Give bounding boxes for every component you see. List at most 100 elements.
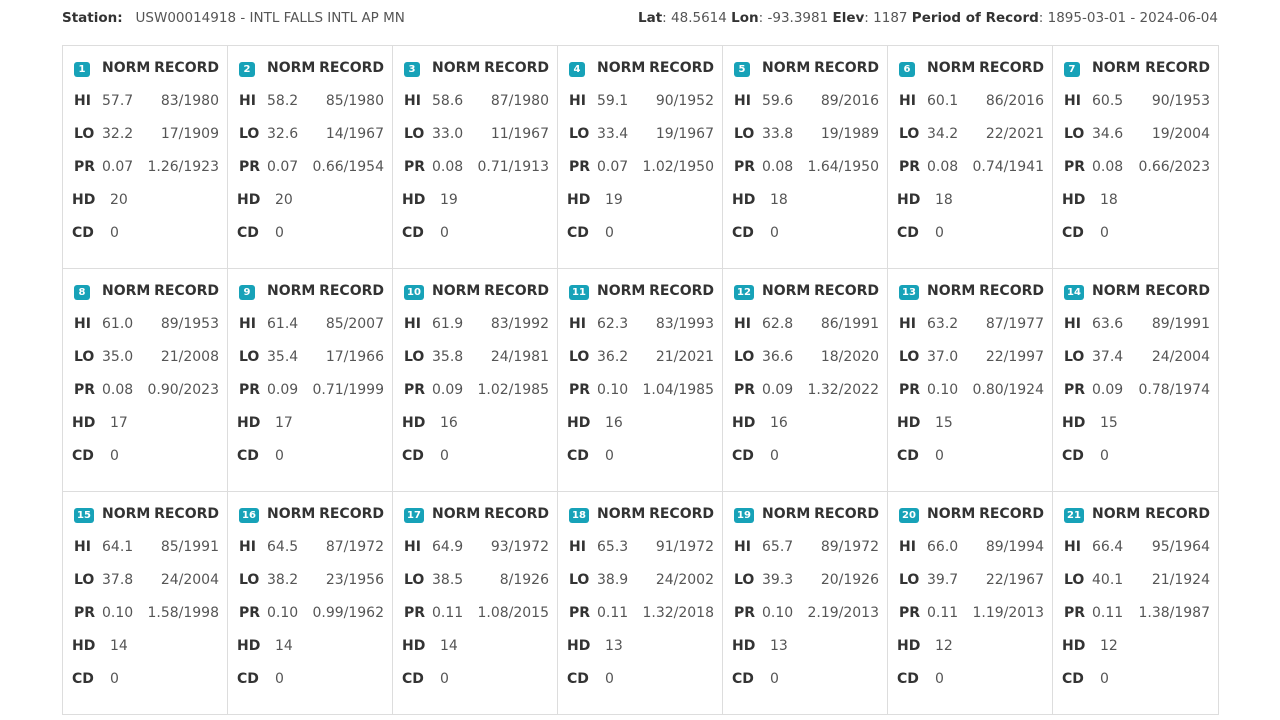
lon-label: Lon (731, 10, 759, 26)
day-cell: 20 NORM RECORD HI 66.0 89/1994 LO 39.7 22/1967 PR… (888, 492, 1053, 715)
norm-header: NORM (762, 60, 811, 76)
record-header: RECORD (649, 283, 714, 299)
norm-header: NORM (1092, 506, 1141, 522)
lo-label: LO (74, 349, 95, 365)
hi-norm: 60.1 (927, 93, 959, 109)
lo-norm: 32.6 (267, 126, 299, 142)
cd-label: CD (1062, 671, 1084, 687)
hd-label: HD (567, 638, 591, 654)
cd-norm: 0 (110, 225, 119, 241)
pr-row: PR 0.10 1.04/1985 (569, 374, 714, 407)
day-number-badge: 15 (74, 508, 94, 523)
hi-label: HI (899, 316, 916, 332)
pr-row: PR 0.08 1.64/1950 (734, 151, 879, 184)
record-header: RECORD (979, 506, 1044, 522)
lo-record: 18/2020 (820, 349, 879, 365)
hi-row: HI 62.8 86/1991 (734, 308, 879, 341)
lo-norm: 37.4 (1092, 349, 1124, 365)
hi-row: HI 63.2 87/1977 (899, 308, 1044, 341)
day-cell: 15 NORM RECORD HI 64.1 85/1991 LO 37.8 24/2004 PR… (63, 492, 228, 715)
pr-label: PR (404, 605, 426, 621)
hi-label: HI (569, 316, 586, 332)
hi-label: HI (74, 539, 91, 555)
cd-row: CD 0 (567, 440, 714, 473)
lo-row: LO 38.5 8/1926 (404, 564, 549, 597)
hi-record: 89/1991 (1151, 316, 1210, 332)
record-header: RECORD (484, 60, 549, 76)
hi-row: HI 59.6 89/2016 (734, 85, 879, 118)
lat-value: 48.5614 (671, 10, 727, 26)
day-number-badge: 13 (899, 285, 919, 300)
cd-norm: 0 (935, 225, 944, 241)
station-info: Station: USW00014918 - INTL FALLS INTL A… (62, 0, 405, 36)
hd-norm: 16 (605, 415, 623, 431)
daily-normals-grid: 1 NORM RECORD HI 57.7 83/1980 LO 32.2 17/1909 PR 0… (62, 45, 1219, 715)
hd-label: HD (897, 192, 921, 208)
cd-row: CD 0 (732, 663, 879, 696)
week-row: 8 NORM RECORD HI 61.0 89/1953 LO 35.0 21/2008 PR 0… (63, 269, 1219, 492)
norm-header: NORM (102, 506, 151, 522)
lo-norm: 38.5 (432, 572, 464, 588)
pr-norm: 0.07 (597, 159, 629, 175)
lo-norm: 33.0 (432, 126, 464, 142)
hd-row: HD 13 (567, 630, 714, 663)
hi-record: 89/2016 (820, 93, 879, 109)
record-header: RECORD (814, 283, 879, 299)
pr-norm: 0.08 (432, 159, 464, 175)
record-header: RECORD (319, 283, 384, 299)
hd-label: HD (732, 415, 756, 431)
cd-row: CD 0 (1062, 217, 1210, 250)
day-cell: 16 NORM RECORD HI 64.5 87/1972 LO 38.2 23/1956 PR… (228, 492, 393, 715)
cd-label: CD (567, 671, 589, 687)
pr-label: PR (74, 382, 96, 398)
record-header: RECORD (319, 60, 384, 76)
record-header: RECORD (154, 60, 219, 76)
day-cell: 2 NORM RECORD HI 58.2 85/1980 LO 32.6 14/1967 PR 0… (228, 46, 393, 269)
day-cell: 19 NORM RECORD HI 65.7 89/1972 LO 39.3 20/1926 PR… (723, 492, 888, 715)
lo-record: 21/1924 (1151, 572, 1210, 588)
cd-label: CD (237, 448, 259, 464)
hi-label: HI (239, 316, 256, 332)
cd-norm: 0 (275, 225, 284, 241)
pr-label: PR (239, 605, 261, 621)
day-header-row: 20 NORM RECORD (899, 498, 1044, 531)
lo-record: 20/1926 (820, 572, 879, 588)
hi-row: HI 60.5 90/1953 (1064, 85, 1210, 118)
pr-label: PR (404, 382, 426, 398)
cd-norm: 0 (770, 225, 779, 241)
hd-norm: 18 (1100, 192, 1118, 208)
pr-record: 0.71/1999 (312, 382, 384, 398)
pr-record: 1.32/2018 (642, 605, 714, 621)
pr-row: PR 0.10 1.58/1998 (74, 597, 219, 630)
hd-norm: 12 (1100, 638, 1118, 654)
hd-label: HD (1062, 192, 1086, 208)
cd-norm: 0 (1100, 225, 1109, 241)
hi-label: HI (734, 316, 751, 332)
hd-row: HD 20 (237, 184, 384, 217)
hd-norm: 12 (935, 638, 953, 654)
station-value: USW00014918 - INTL FALLS INTL AP MN (135, 10, 405, 26)
lo-norm: 38.2 (267, 572, 299, 588)
lo-norm: 38.9 (597, 572, 629, 588)
lo-record: 22/1967 (985, 572, 1044, 588)
lo-record: 24/2004 (160, 572, 219, 588)
hi-record: 83/1993 (655, 316, 714, 332)
lo-norm: 35.8 (432, 349, 464, 365)
record-header: RECORD (154, 283, 219, 299)
pr-row: PR 0.09 1.32/2022 (734, 374, 879, 407)
hi-record: 89/1953 (160, 316, 219, 332)
cd-row: CD 0 (732, 440, 879, 473)
hi-record: 87/1977 (985, 316, 1044, 332)
day-cell: 13 NORM RECORD HI 63.2 87/1977 LO 37.0 22/1997 PR… (888, 269, 1053, 492)
hi-label: HI (899, 93, 916, 109)
hd-label: HD (72, 415, 96, 431)
cd-row: CD 0 (237, 440, 384, 473)
pr-norm: 0.09 (762, 382, 794, 398)
record-header: RECORD (814, 60, 879, 76)
lo-label: LO (899, 572, 920, 588)
hi-record: 85/1991 (160, 539, 219, 555)
station-header: Station: USW00014918 - INTL FALLS INTL A… (62, 0, 1218, 36)
lo-record: 24/2002 (655, 572, 714, 588)
record-header: RECORD (814, 506, 879, 522)
hd-row: HD 14 (72, 630, 219, 663)
